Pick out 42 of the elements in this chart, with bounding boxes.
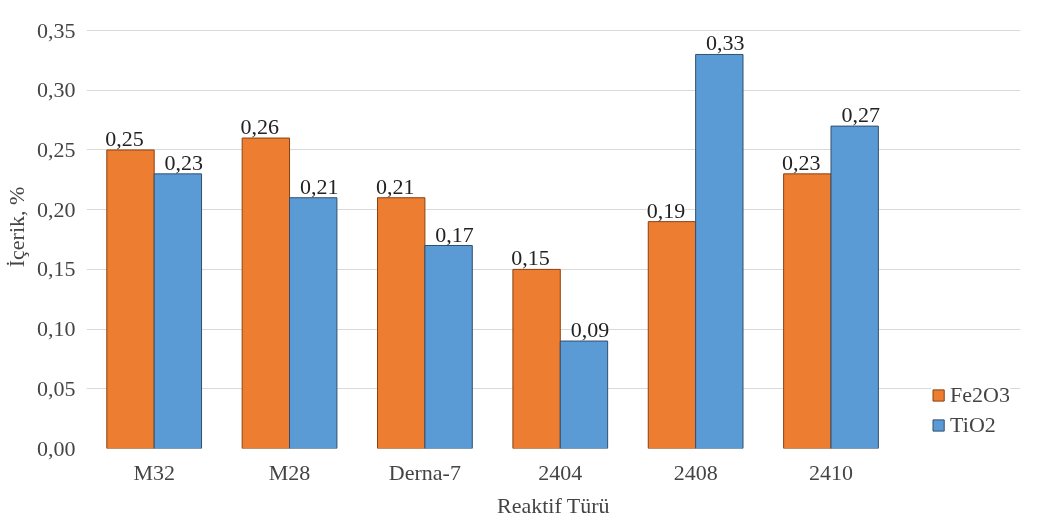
data-label: 0,33 — [706, 30, 745, 56]
y-tick-label: 0,00 — [37, 435, 76, 461]
data-label: 0,27 — [841, 102, 880, 128]
y-tick-label: 0,30 — [37, 77, 76, 103]
y-tick-label: 0,20 — [37, 196, 76, 222]
x-axis-title: Reaktif Türü — [496, 492, 610, 518]
y-axis-title: İçerik, % — [4, 186, 29, 268]
data-label: 0,23 — [164, 149, 204, 175]
x-tick-label: M32 — [133, 459, 175, 485]
x-tick-label: 2410 — [808, 459, 853, 485]
data-label: 0,25 — [105, 125, 144, 151]
bar — [377, 197, 426, 449]
data-label: 0,17 — [435, 221, 474, 247]
bar — [241, 137, 291, 449]
y-tick-label: 0,05 — [37, 375, 76, 401]
data-label: 0,15 — [511, 245, 550, 271]
y-tick-label: 0,10 — [37, 316, 76, 342]
bar — [559, 340, 609, 449]
bar — [512, 268, 561, 449]
data-label: 0,23 — [782, 149, 821, 175]
bar — [106, 149, 155, 449]
bar — [647, 221, 697, 449]
data-label: 0,26 — [240, 114, 280, 140]
bar — [289, 197, 338, 449]
y-tick-label: 0,25 — [37, 136, 76, 162]
bar — [695, 53, 744, 449]
y-tick-label: 0,15 — [37, 256, 76, 282]
bar — [424, 245, 473, 449]
data-label: 0,21 — [299, 173, 339, 199]
legend-label: Fe2O3 — [950, 382, 1010, 408]
bar — [783, 173, 832, 449]
y-tick-label: 0,35 — [37, 17, 76, 43]
x-tick-label: 2408 — [673, 459, 718, 485]
x-tick-label: M28 — [268, 459, 311, 485]
bar — [153, 173, 203, 449]
x-tick-label: Derna-7 — [388, 459, 461, 485]
data-label: 0,19 — [646, 197, 686, 223]
data-label: 0,21 — [375, 173, 415, 199]
legend-label: TiO2 — [950, 412, 996, 438]
x-tick-label: 2404 — [538, 459, 583, 485]
bar — [830, 125, 879, 449]
data-label: 0,09 — [570, 317, 610, 343]
